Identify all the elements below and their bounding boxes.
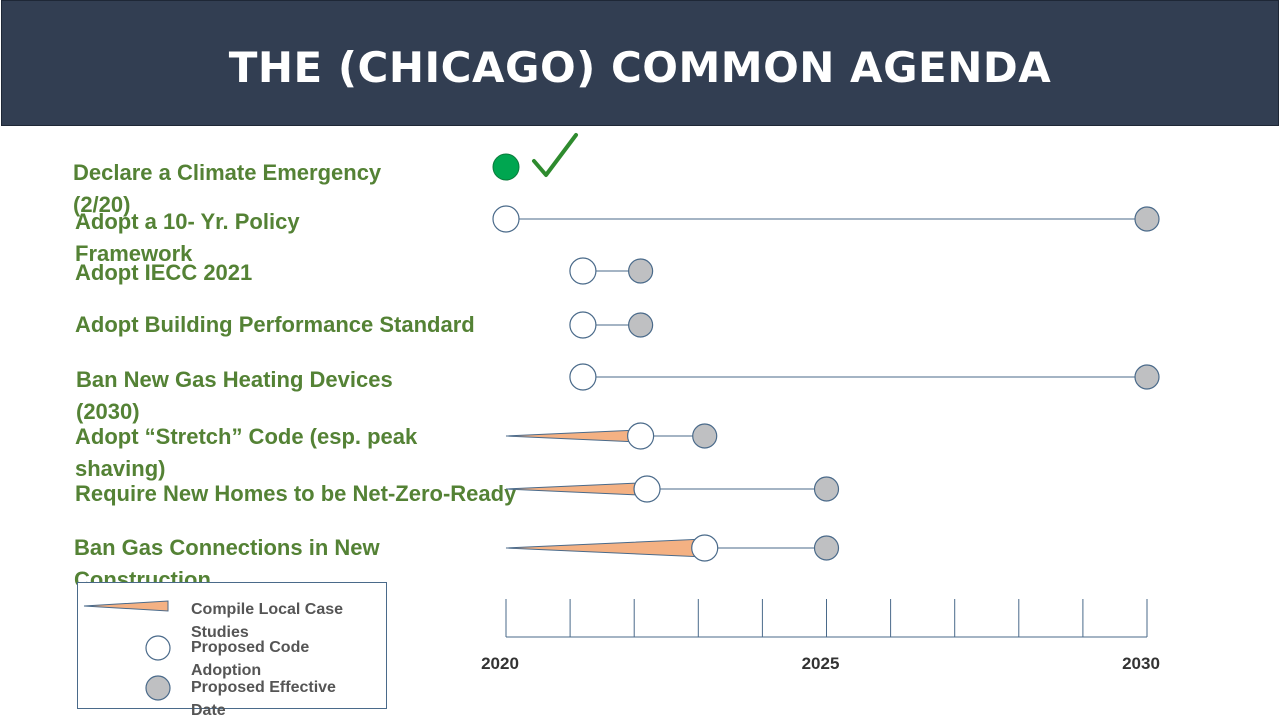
- legend-item-case-studies: Compile Local Case Studies: [191, 598, 343, 644]
- legend-wedge-symbol: [83, 600, 169, 612]
- checkmark-icon: [532, 133, 578, 177]
- legend-label-line: Proposed Effective: [191, 679, 336, 696]
- row-label-net-zero-homes: Require New Homes to be Net-Zero-Ready: [75, 478, 516, 510]
- row-label-line: Adopt Building Performance Standard: [75, 312, 475, 337]
- proposed-adoption-marker: [569, 311, 597, 339]
- effective-date-marker: [692, 423, 718, 449]
- effective-date-marker: [1134, 206, 1160, 232]
- proposed-adoption-marker: [492, 205, 520, 233]
- row-label-line: Ban New Gas Heating Devices: [76, 367, 393, 392]
- row-label-line: Framework: [75, 241, 193, 266]
- effective-date-marker: [628, 258, 654, 284]
- slide-title: THE (CHICAGO) COMMON AGENDA: [228, 43, 1052, 92]
- legend-label-line: Compile Local Case: [191, 601, 344, 618]
- row-label-ban-gas-heating: Ban New Gas Heating Devices (2030): [76, 364, 393, 428]
- case-study-wedge: [505, 429, 642, 443]
- row-label-line: Require New Homes to be Net-Zero-Ready: [75, 481, 517, 506]
- legend-label-line: Adoption: [191, 662, 262, 679]
- legend-label-line: Proposed Code: [191, 639, 310, 656]
- row-label-iecc-2021: Adopt IECC 2021: [75, 257, 252, 289]
- proposed-adoption-marker: [569, 257, 597, 285]
- row-label-line: shaving): [75, 456, 166, 481]
- row-label-policy-framework: Adopt a 10- Yr. Policy Framework: [75, 206, 300, 270]
- proposed-adoption-marker: [691, 534, 719, 562]
- row-label-climate-emergency: Declare a Climate Emergency (2/20): [73, 157, 381, 221]
- proposed-adoption-marker: [627, 422, 655, 450]
- row-label-line: Adopt IECC 2021: [75, 260, 253, 285]
- effective-date-marker: [813, 476, 840, 502]
- axis-year-label: 2030: [1122, 654, 1160, 673]
- case-study-wedge: [505, 482, 648, 496]
- row-label-stretch-code: Adopt “Stretch” Code (esp. peak shaving): [75, 421, 417, 485]
- completed-dot: [492, 153, 520, 181]
- row-label-line: Declare a Climate Emergency: [73, 160, 382, 185]
- legend-gray-circle-symbol: [145, 675, 171, 701]
- row-label-line: (2030): [76, 399, 140, 424]
- legend-item-proposed-adoption: Proposed Code Adoption: [191, 636, 309, 682]
- row-label-line: Adopt “Stretch” Code (esp. peak: [75, 424, 418, 449]
- effective-date-marker: [1134, 364, 1160, 390]
- row-label-line: Adopt a 10- Yr. Policy: [75, 209, 300, 234]
- title-bar: THE (CHICAGO) COMMON AGENDA: [1, 0, 1279, 126]
- legend-symbols: [83, 600, 171, 701]
- proposed-adoption-marker: [569, 363, 597, 391]
- case-study-wedge: [505, 538, 706, 558]
- axis-year-label: 2025: [802, 654, 840, 673]
- legend-label-line: Date: [191, 702, 226, 719]
- row-label-line: Ban Gas Connections in New: [74, 535, 380, 560]
- effective-date-marker: [813, 535, 840, 561]
- legend-item-effective-date: Proposed Effective Date: [191, 676, 336, 720]
- axis-year-label: 2020: [481, 654, 519, 673]
- legend-open-circle-symbol: [145, 635, 171, 661]
- row-label-line: (2/20): [73, 192, 131, 217]
- legend: Compile Local Case Studies Proposed Code…: [77, 582, 387, 719]
- legend-label-line: Studies: [191, 624, 249, 641]
- proposed-adoption-marker: [633, 475, 661, 503]
- row-label-building-performance: Adopt Building Performance Standard: [75, 309, 475, 341]
- effective-date-marker: [628, 312, 654, 338]
